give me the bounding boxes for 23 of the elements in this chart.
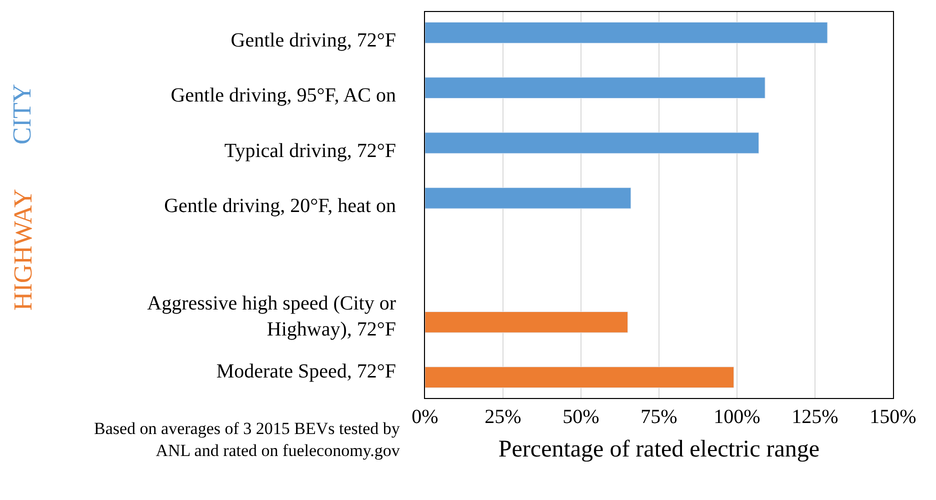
y-tick-label: Gentle driving, 72°F bbox=[230, 30, 396, 52]
text: HIGHWAY bbox=[8, 188, 38, 311]
x-tick-label: 125% bbox=[792, 406, 838, 428]
y-tick-label: Gentle driving, 95°F, AC on bbox=[170, 84, 396, 107]
x-tick-label: 25% bbox=[484, 406, 522, 428]
x-tick-label: 100% bbox=[714, 406, 760, 428]
bar bbox=[425, 132, 760, 154]
text: Based on averages of 3 2015 BEVs tested by ANL and rated on fueleconomy.gov bbox=[94, 419, 400, 460]
x-tick-label: 0% bbox=[412, 406, 438, 428]
x-tick-label: 50% bbox=[562, 406, 600, 428]
text: CITY bbox=[8, 84, 37, 144]
bar bbox=[425, 77, 766, 99]
bar bbox=[425, 187, 632, 209]
x-axis-title: Percentage of rated electric range bbox=[498, 436, 820, 462]
y-tick-label: Typical driving, 72°F bbox=[224, 140, 396, 162]
bar bbox=[425, 366, 734, 388]
x-tick-label: 150% bbox=[870, 406, 916, 428]
y-tick-label: Gentle driving, 20°F, heat on bbox=[164, 195, 396, 217]
x-tick-label: 75% bbox=[640, 406, 678, 428]
y-tick-label: Moderate Speed, 72°F bbox=[216, 360, 396, 382]
y-tick-label: Aggressive high speed (City or Highway), 72°F bbox=[147, 292, 396, 340]
bar bbox=[425, 22, 828, 44]
bar bbox=[425, 311, 628, 333]
